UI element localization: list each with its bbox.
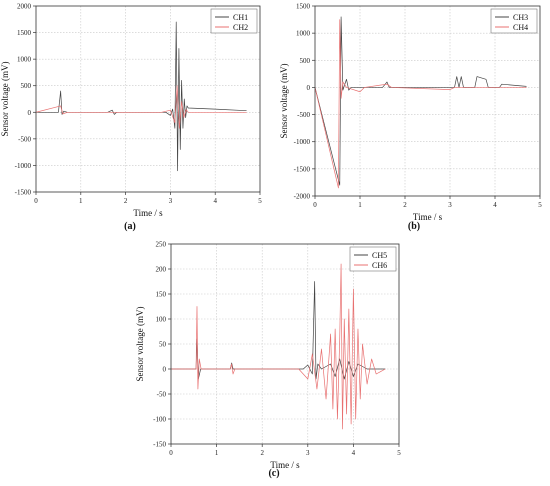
x-tick-label: 4 — [352, 449, 356, 457]
y-tick-label: 1500 — [296, 3, 311, 11]
x-tick-label: 0 — [313, 201, 317, 209]
y-tick-label: 0 — [307, 84, 311, 92]
legend-label: CH1 — [233, 13, 248, 22]
x-tick-label: 1 — [79, 197, 83, 205]
series-line-ch1 — [36, 21, 247, 172]
y-tick-label: 1000 — [296, 30, 311, 38]
x-tick-label: 2 — [124, 197, 128, 205]
x-tick-label: 4 — [213, 197, 217, 205]
y-tick-label: -2000 — [294, 193, 311, 201]
x-tick-label: 2 — [403, 201, 407, 209]
x-tick-label: 5 — [538, 201, 542, 209]
series-line-ch6 — [171, 263, 386, 430]
legend-label: CH2 — [233, 23, 248, 32]
series-group — [171, 263, 386, 430]
y-tick-label: -100 — [153, 416, 166, 424]
plot-frame — [314, 5, 541, 197]
y-tick-label: -1500 — [15, 189, 32, 197]
series-group — [36, 21, 247, 172]
y-tick-label: 500 — [21, 82, 32, 90]
y-tick-label: 0 — [28, 109, 32, 117]
legend-label: CH4 — [513, 23, 528, 32]
series-line-ch2 — [36, 85, 247, 129]
legend-box — [210, 8, 258, 34]
x-axis-label: Time / s — [133, 208, 163, 218]
y-tick-label: -500 — [297, 111, 310, 119]
y-tick-label: 50 — [159, 341, 167, 349]
x-tick-label: 1 — [215, 449, 219, 457]
y-tick-label: 250 — [156, 241, 167, 249]
x-tick-label: 1 — [358, 201, 362, 209]
y-axis-label: Sensor voltage (mV) — [0, 62, 10, 137]
y-tick-label: 150 — [156, 291, 167, 299]
y-tick-label: -1500 — [294, 165, 311, 173]
plot-frame — [35, 5, 261, 193]
x-tick-label: 0 — [34, 197, 38, 205]
y-tick-label: -500 — [18, 135, 31, 143]
legend-box — [349, 246, 397, 272]
x-tick-label: 5 — [397, 449, 401, 457]
legend-label: CH6 — [372, 261, 387, 270]
panel-label: (a) — [124, 221, 136, 232]
y-tick-label: -50 — [157, 391, 167, 399]
y-tick-label: 200 — [156, 266, 167, 274]
x-tick-label: 4 — [493, 201, 497, 209]
y-tick-label: 2000 — [17, 3, 32, 11]
x-tick-label: 3 — [306, 449, 310, 457]
y-axis-label: Sensor voltage (mV) — [135, 307, 145, 382]
y-tick-label: -150 — [153, 441, 166, 449]
x-tick-label: 0 — [169, 449, 173, 457]
series-line-ch4 — [315, 19, 527, 189]
x-tick-label: 5 — [258, 197, 262, 205]
panel-label: (c) — [268, 468, 279, 479]
legend-label: CH5 — [372, 251, 387, 260]
y-tick-label: 100 — [156, 316, 167, 324]
panel-2: 0 1 2 3 4 5 -150 -100 -50 0 50 100 150 200 250 Time / s… — [135, 241, 401, 480]
y-axis-label: Sensor voltage (mV) — [279, 64, 289, 139]
x-tick-label: 3 — [169, 197, 173, 205]
y-tick-label: 0 — [163, 366, 167, 374]
legend-box — [490, 8, 538, 34]
panel-1: 0 1 2 3 4 5 -2000 -1500 -1000 -500 0 500 1000 1500 Tim… — [279, 3, 542, 233]
x-axis-label: Time / s — [413, 212, 443, 222]
y-tick-label: 1500 — [17, 29, 32, 37]
x-tick-label: 3 — [448, 201, 452, 209]
y-tick-label: -1000 — [294, 138, 311, 146]
legend-label: CH3 — [513, 13, 528, 22]
y-tick-label: -1000 — [15, 162, 32, 170]
x-axis-label: Time / s — [270, 460, 300, 470]
series-group — [315, 16, 527, 189]
panel-0: 0 1 2 3 4 5 -1500 -1000 -500 0 500 1000 1500 2000 Time… — [0, 3, 262, 233]
y-tick-label: 500 — [300, 57, 311, 65]
x-tick-label: 2 — [260, 449, 264, 457]
y-tick-label: 1000 — [17, 56, 32, 64]
panel-label: (b) — [408, 221, 420, 232]
